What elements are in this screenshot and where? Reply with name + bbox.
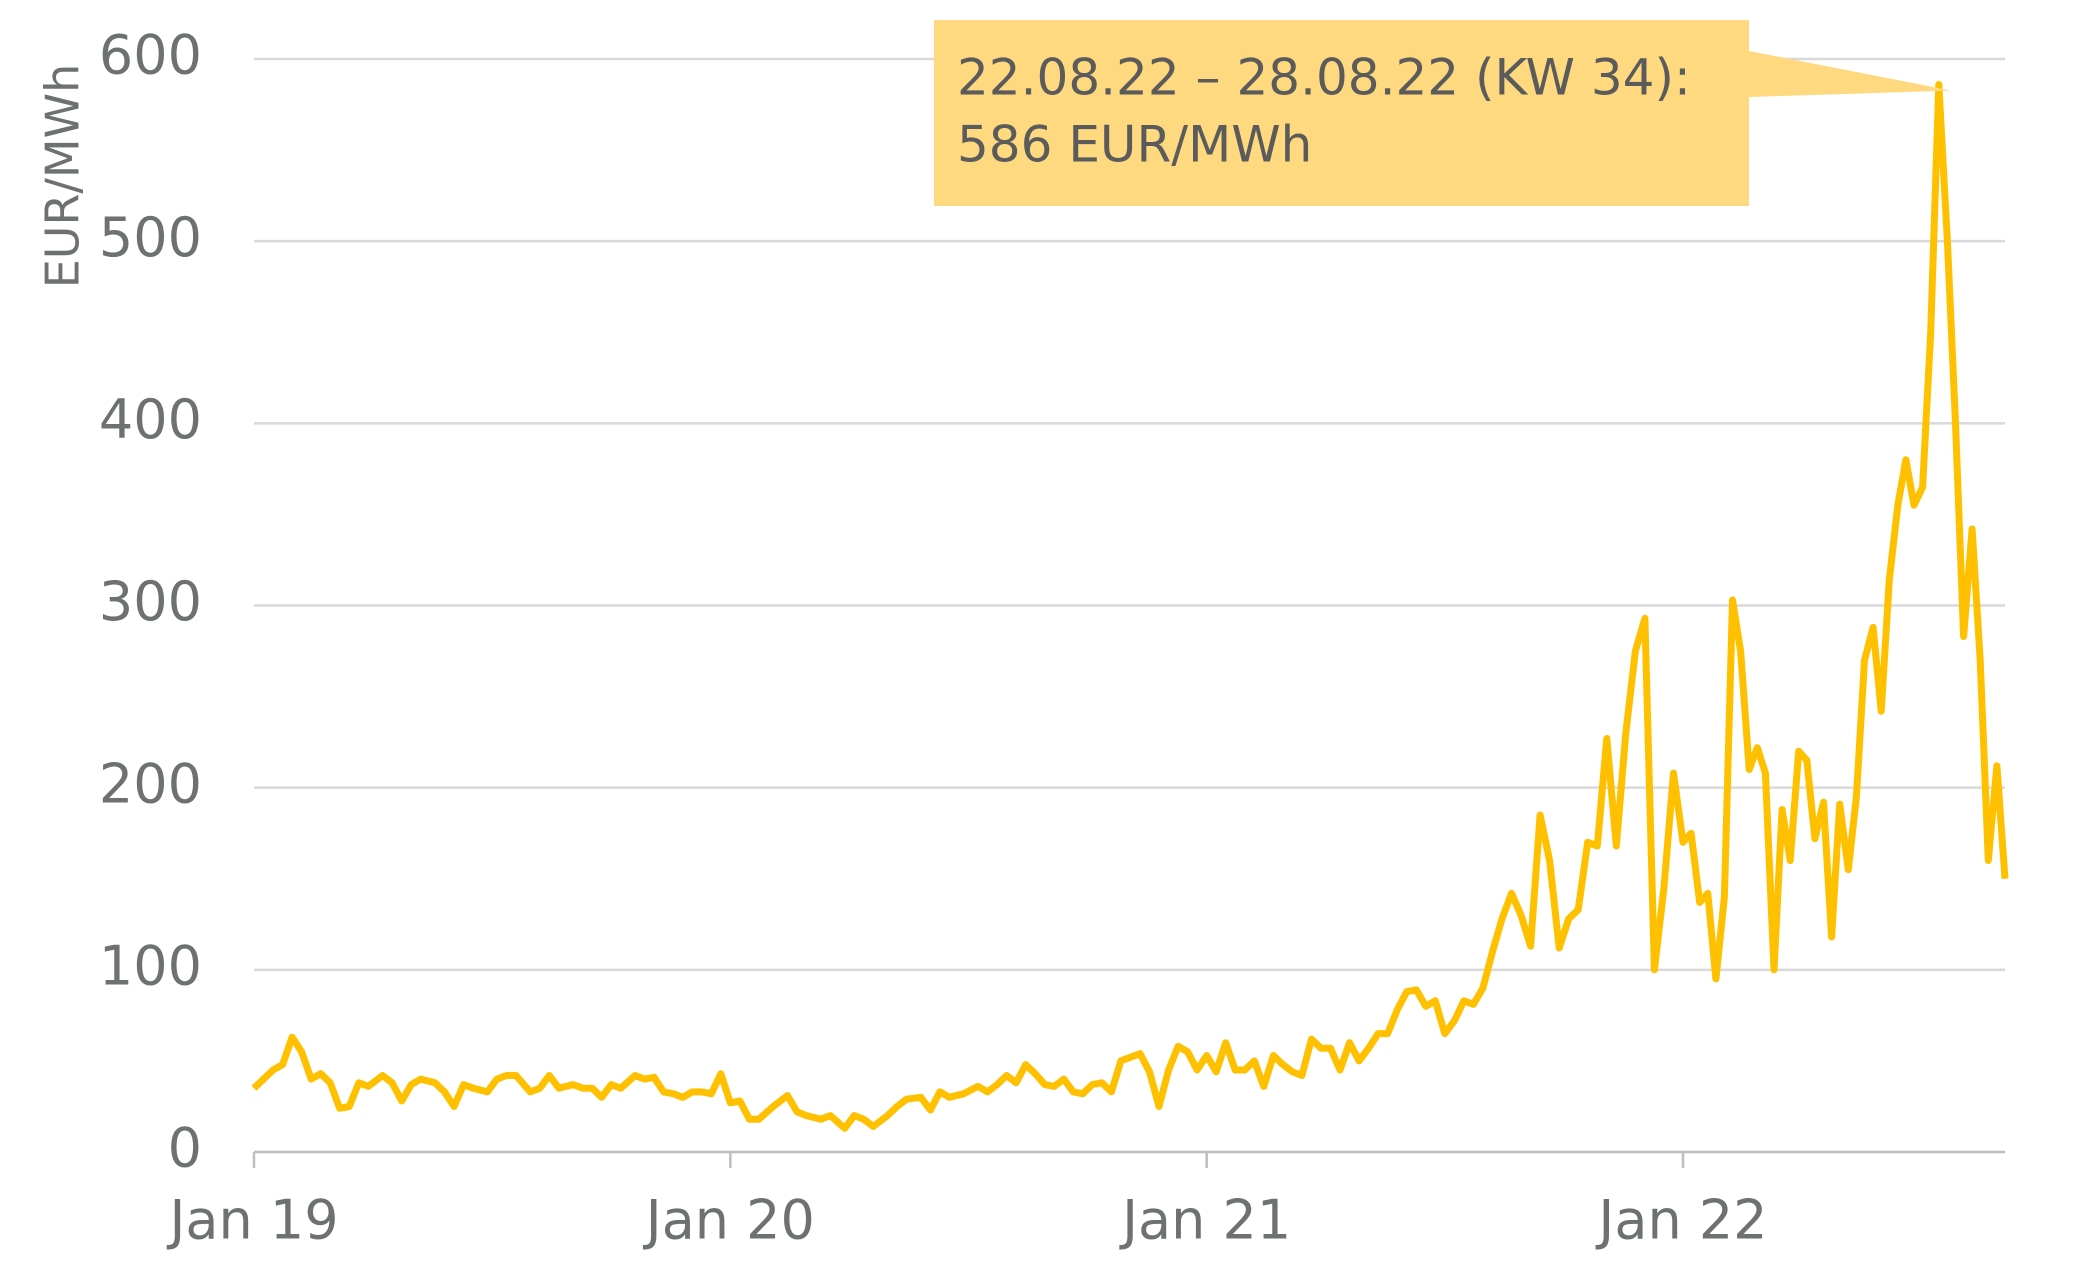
price-line <box>251 81 2009 1132</box>
callout-pointer <box>1749 51 1951 97</box>
y-tick-label: 500 <box>99 206 202 269</box>
callout-text: 586 EUR/MWh <box>957 116 1312 174</box>
x-tick-label: Jan 19 <box>166 1189 338 1252</box>
y-tick-label: 100 <box>99 934 202 997</box>
x-tick-label: Jan 20 <box>643 1189 815 1252</box>
x-tick-label: Jan 22 <box>1595 1189 1767 1252</box>
y-axis-label: EUR/MWh <box>36 64 90 289</box>
callout-text: 22.08.22 – 28.08.22 (KW 34): <box>957 49 1691 107</box>
callout-box <box>934 20 1749 206</box>
y-tick-label: 0 <box>168 1117 202 1180</box>
x-tick-label: Jan 21 <box>1119 1189 1291 1252</box>
y-tick-label: 600 <box>99 24 202 87</box>
y-tick-label: 400 <box>99 388 202 451</box>
y-tick-label: 300 <box>99 570 202 633</box>
y-tick-label: 200 <box>99 752 202 815</box>
